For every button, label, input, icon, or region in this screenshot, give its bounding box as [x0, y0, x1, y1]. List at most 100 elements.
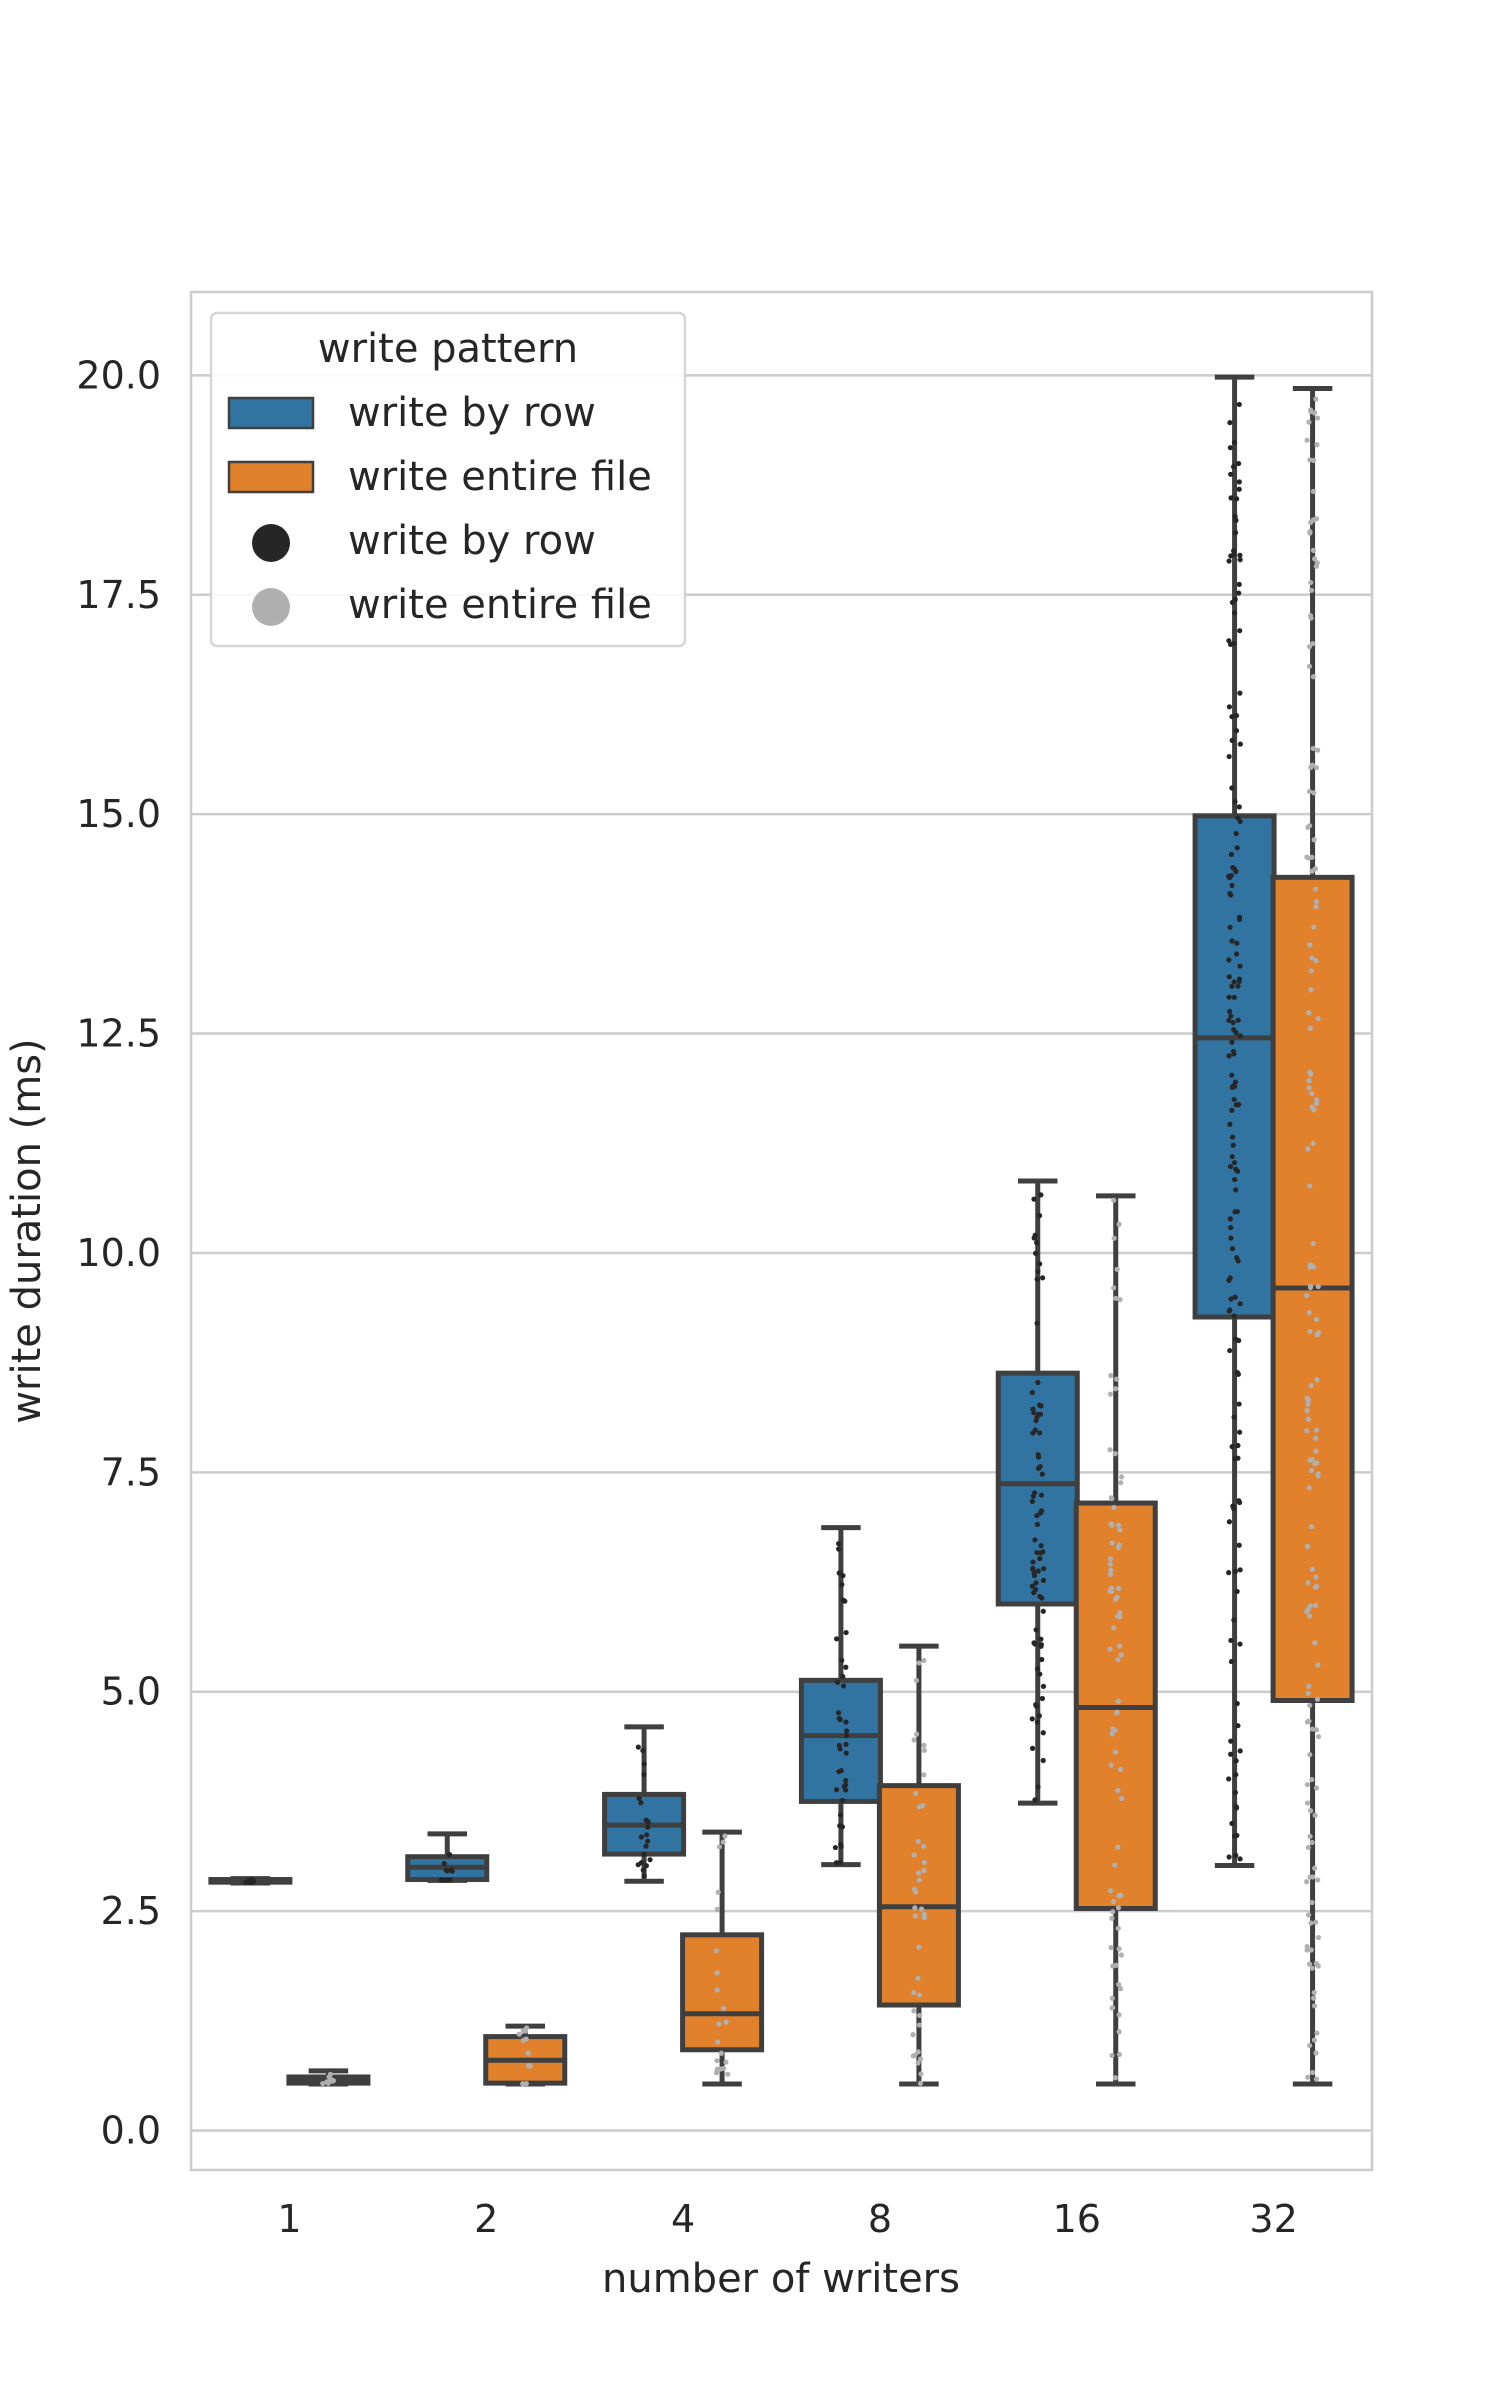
- strip-point: [720, 2005, 727, 2012]
- x-tick-label: 16: [1053, 2197, 1101, 2241]
- strip-point: [1032, 1232, 1038, 1238]
- strip-point: [1235, 1442, 1241, 1449]
- strip-point: [438, 1877, 445, 1883]
- strip-point: [1312, 866, 1318, 872]
- strip-point: [839, 1657, 845, 1664]
- strip-point: [1312, 1435, 1319, 1442]
- strip-point: [1117, 1297, 1123, 1303]
- strip-point: [1233, 1758, 1239, 1764]
- strip-point: [1307, 1025, 1314, 1031]
- strip-point: [1237, 741, 1243, 747]
- strip-point: [638, 1860, 645, 1866]
- strip-point: [1304, 1407, 1310, 1414]
- strip-point: [840, 1673, 846, 1680]
- strip-point: [1232, 530, 1239, 536]
- strip-point: [1228, 892, 1234, 898]
- box-iqr: [798, 1677, 883, 1804]
- strip-point: [1038, 1192, 1044, 1198]
- strip-point: [1229, 938, 1235, 944]
- strip-point: [1236, 581, 1242, 588]
- strip-point: [1115, 1657, 1121, 1663]
- strip-point: [1029, 1745, 1036, 1751]
- strip-point: [1313, 396, 1319, 402]
- x-tick-label: 32: [1249, 2197, 1297, 2241]
- strip-point: [1226, 1053, 1232, 1059]
- strip-point: [527, 2063, 533, 2069]
- strip-point: [1234, 1370, 1240, 1376]
- strip-point: [1031, 1590, 1037, 1596]
- strip-point: [1115, 1905, 1122, 1911]
- strip-point: [1231, 1414, 1237, 1420]
- strip-point: [1307, 1284, 1314, 1291]
- strip-point: [1315, 747, 1321, 753]
- strip-point: [1231, 548, 1237, 554]
- strip-point: [714, 2058, 720, 2064]
- strip-point: [916, 1804, 922, 1810]
- strip-point: [1233, 1187, 1239, 1193]
- strip-point: [1313, 1919, 1319, 1925]
- strip-point: [1313, 1602, 1319, 1608]
- strip-point: [1040, 1577, 1047, 1583]
- strip-point: [1115, 1844, 1121, 1850]
- strip-point: [1306, 1078, 1312, 1084]
- strip-point: [916, 2022, 922, 2028]
- strip-point: [1116, 1585, 1122, 1592]
- strip-point: [1229, 1246, 1236, 1252]
- strip-point: [1310, 1874, 1316, 1880]
- strip-point: [1236, 1542, 1242, 1548]
- strip-point: [1305, 1416, 1312, 1422]
- strip-point: [1229, 983, 1235, 989]
- strip-point: [1233, 1336, 1239, 1342]
- strip-point: [718, 2050, 724, 2056]
- strip-point: [523, 2036, 529, 2042]
- strip-point: [1034, 1513, 1040, 1519]
- strip-point: [1315, 1877, 1321, 1883]
- strip-point: [1234, 496, 1240, 502]
- strip-point: [1314, 1583, 1320, 1589]
- strip-point: [1309, 854, 1315, 860]
- strip-point: [1116, 1643, 1123, 1649]
- strip-point: [1304, 1943, 1310, 1950]
- strip-point: [1235, 1258, 1241, 1264]
- strip-point: [713, 1948, 720, 1954]
- strip-point: [1107, 1561, 1113, 1567]
- strip-point: [1118, 1474, 1125, 1480]
- strip-point: [1228, 1751, 1234, 1757]
- strip-point: [1226, 994, 1232, 1000]
- strip-point: [1237, 557, 1243, 563]
- strip-point: [1107, 1588, 1113, 1594]
- strip-point: [1307, 1603, 1313, 1609]
- strip-point: [1037, 1671, 1043, 1677]
- strip-point: [1108, 1495, 1114, 1501]
- strip-point: [1311, 1995, 1317, 2001]
- strip-point: [1108, 1944, 1114, 1951]
- strip-point: [1039, 1471, 1045, 1477]
- strip-point: [836, 1769, 842, 1775]
- strip-point: [716, 1844, 723, 1850]
- strip-point: [1114, 1376, 1120, 1382]
- strip-point: [1230, 1134, 1236, 1140]
- strip-point: [251, 1879, 257, 1885]
- strip-point: [836, 1546, 842, 1552]
- strip-point: [1233, 1772, 1239, 1778]
- strip-point: [1227, 1163, 1234, 1170]
- strip-point: [1309, 1776, 1315, 1783]
- box-iqr: [1192, 813, 1277, 1320]
- strip-point: [1304, 1543, 1311, 1550]
- x-axis-label: number of writers: [602, 2256, 960, 2302]
- strip-point: [1233, 1804, 1239, 1810]
- strip-point: [1308, 1808, 1314, 1814]
- strip-point: [1230, 1142, 1236, 1148]
- strip-point: [1307, 1833, 1313, 1839]
- strip-point: [1036, 1713, 1042, 1719]
- strip-point: [1110, 2004, 1116, 2011]
- strip-point: [1309, 1839, 1315, 1846]
- strip-point: [1237, 1856, 1243, 1862]
- box-iqr: [995, 1370, 1080, 1607]
- strip-point: [1110, 1726, 1116, 1732]
- strip-point: [1112, 2075, 1119, 2081]
- y-tick-label: 10.0: [76, 1231, 161, 1275]
- strip-point: [638, 1834, 645, 1840]
- strip-point: [1035, 1268, 1041, 1275]
